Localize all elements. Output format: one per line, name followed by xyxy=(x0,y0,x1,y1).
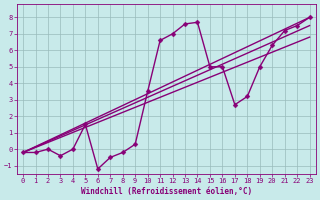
X-axis label: Windchill (Refroidissement éolien,°C): Windchill (Refroidissement éolien,°C) xyxy=(81,187,252,196)
